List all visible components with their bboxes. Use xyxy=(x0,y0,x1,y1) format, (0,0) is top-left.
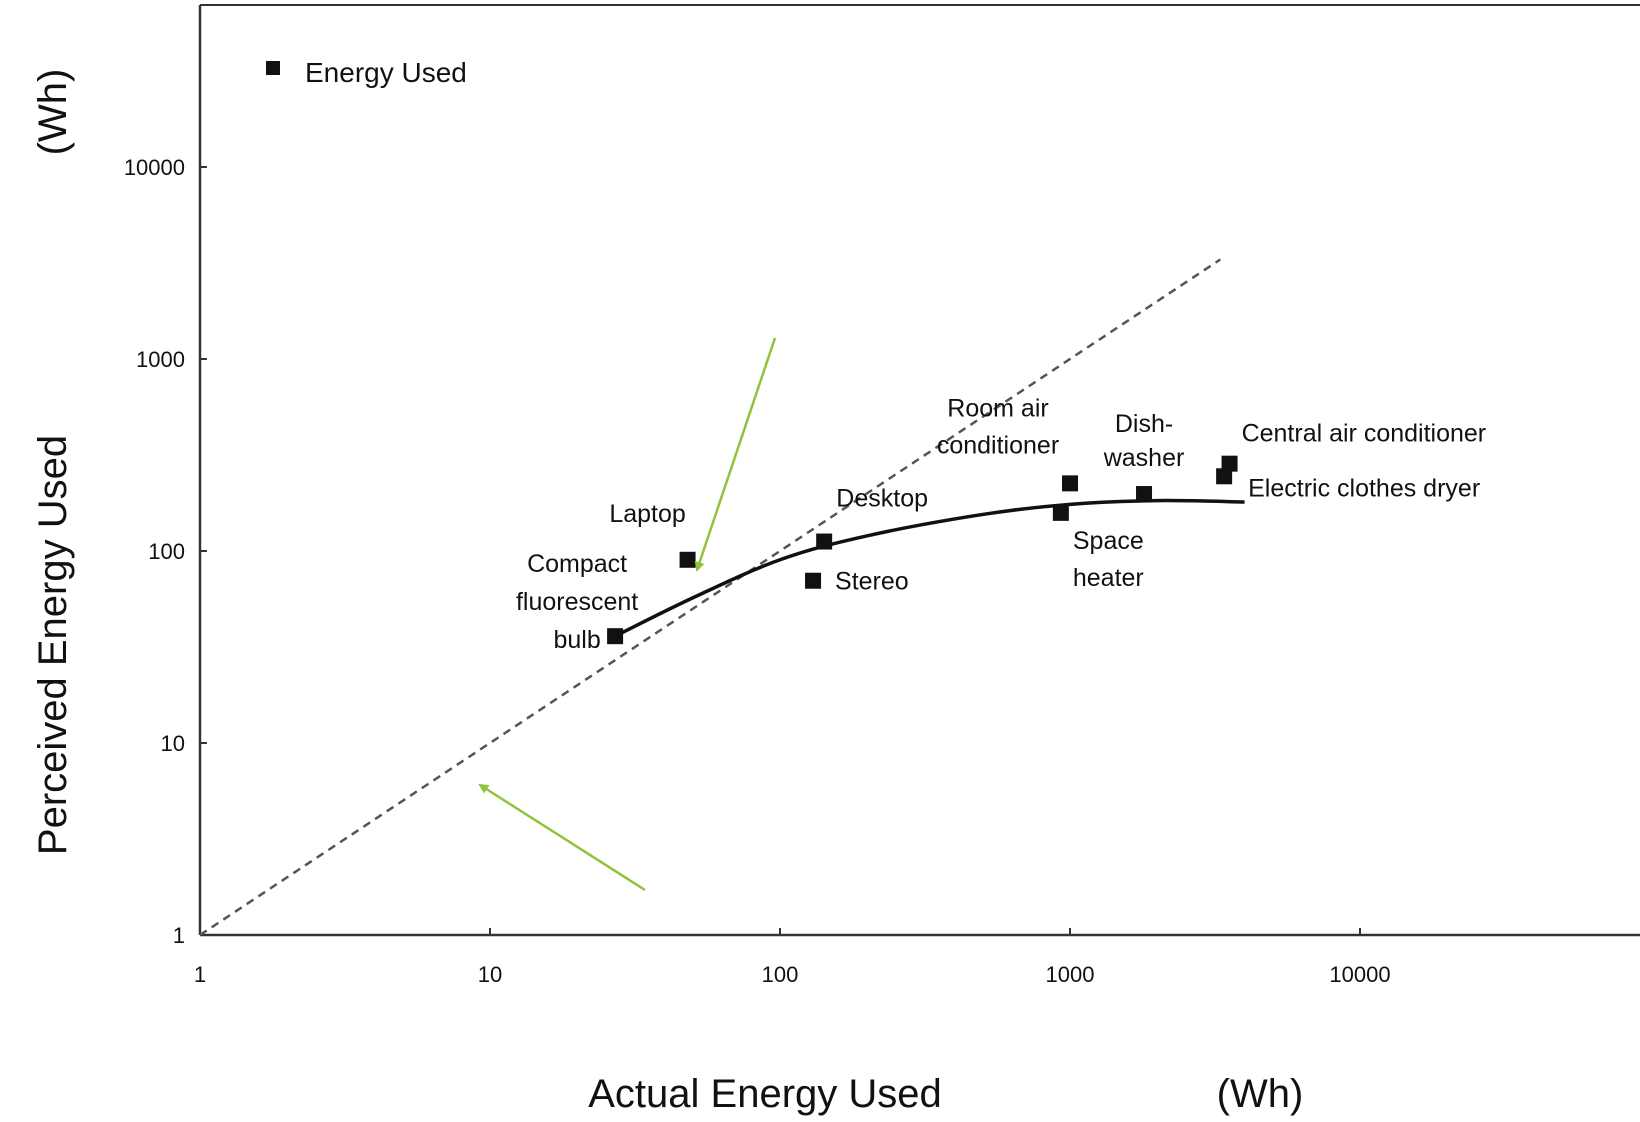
data-point xyxy=(1221,455,1238,472)
point-label: Desktop xyxy=(836,485,928,513)
y-tick-label: 100 xyxy=(148,539,185,564)
x-tick-label: 1000 xyxy=(1046,962,1095,987)
point-label: Dish-washer xyxy=(1103,410,1185,472)
data-points xyxy=(607,455,1238,645)
point-label: Compact fluorescent bulb xyxy=(516,550,638,654)
y-tick-label: 1 xyxy=(173,923,185,948)
reference-line xyxy=(199,258,1222,937)
point-label: Electric clothes dryer xyxy=(1248,474,1480,502)
data-point xyxy=(1052,504,1069,521)
legend: Energy Used xyxy=(266,57,467,88)
x-tick-label: 100 xyxy=(762,962,799,987)
point-label: Stereo xyxy=(835,568,909,596)
plot-frame xyxy=(198,4,1640,937)
y-tick-label: 10 xyxy=(161,731,185,756)
data-point xyxy=(816,533,833,550)
fit-curve xyxy=(614,498,1245,638)
legend-label: Energy Used xyxy=(305,57,467,88)
data-point xyxy=(679,551,696,568)
data-point xyxy=(607,628,624,645)
y-ticks: 1 10 100 1000 10000 xyxy=(124,155,207,948)
legend-marker xyxy=(266,61,280,75)
x-tick-label: 1 xyxy=(194,962,206,987)
annotation-arrow-laptop xyxy=(694,337,777,572)
x-axis-title: Actual Energy Used xyxy=(588,1072,942,1116)
y-tick-label: 10000 xyxy=(124,155,185,180)
point-label: Laptop xyxy=(609,500,685,528)
point-label: Space heater xyxy=(1073,527,1144,592)
data-point xyxy=(1216,468,1233,485)
point-label: Room air conditioner xyxy=(937,394,1059,459)
point-label: Central air conditioner xyxy=(1242,420,1487,448)
x-tick-label: 10 xyxy=(478,962,502,987)
annotation-arrow-dashed-line xyxy=(478,783,646,892)
point-labels: Compact fluorescent bulb Laptop Stereo Deskto… xyxy=(516,394,1486,654)
y-axis-unit: (Wh) xyxy=(31,69,75,156)
x-axis-unit: (Wh) xyxy=(1217,1072,1304,1116)
y-tick-label: 1000 xyxy=(136,347,185,372)
data-point xyxy=(805,572,822,589)
x-tick-label: 10000 xyxy=(1329,962,1390,987)
y-axis-title: Perceived Energy Used xyxy=(31,435,75,855)
data-point xyxy=(1062,475,1078,492)
data-point xyxy=(1136,486,1153,503)
x-ticks: 1 10 100 1000 10000 xyxy=(194,928,1391,987)
